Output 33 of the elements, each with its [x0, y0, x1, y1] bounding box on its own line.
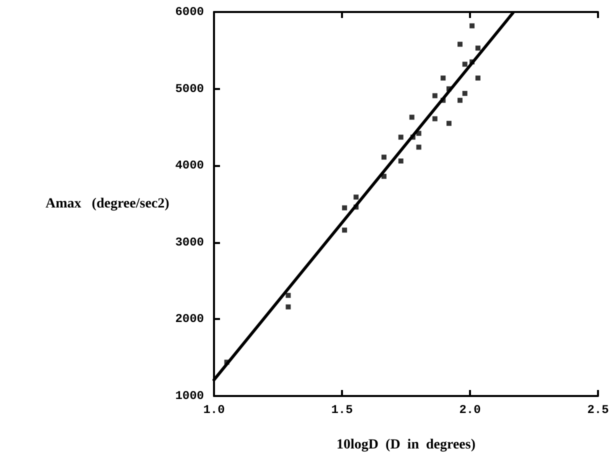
x-tick-label: 1.5: [331, 403, 353, 417]
point: [286, 292, 291, 298]
point: [354, 194, 359, 200]
y-axis-title: Amax (degree/sec2): [46, 196, 170, 212]
x-axis-title: 10logD (D in degrees): [336, 438, 476, 452]
point: [458, 42, 463, 47]
point: [342, 228, 348, 233]
x-tick-label: 2.0: [459, 403, 481, 417]
y-tick-label: 3000: [175, 235, 204, 250]
y-tick-label: 1000: [175, 389, 204, 403]
point: [398, 134, 404, 140]
point: [475, 46, 480, 51]
point: [470, 23, 475, 28]
point: [409, 114, 414, 120]
point: [446, 120, 452, 126]
x-tick-label: 2.5: [587, 403, 609, 417]
point: [398, 158, 404, 164]
point: [432, 93, 438, 98]
y-tick-label: 4000: [175, 158, 204, 173]
point: [462, 90, 468, 96]
point: [342, 205, 348, 210]
y-tick-label: 5000: [175, 82, 204, 96]
point: [286, 304, 291, 310]
x-tick-label: 1.0: [203, 403, 225, 417]
point: [416, 144, 422, 150]
point: [381, 154, 386, 160]
point: [440, 76, 446, 81]
y-tick-label: 6000: [175, 5, 204, 19]
point: [462, 62, 468, 67]
point: [475, 76, 480, 81]
y-tick-label: 2000: [175, 312, 204, 326]
point: [432, 116, 438, 122]
point: [458, 98, 463, 103]
